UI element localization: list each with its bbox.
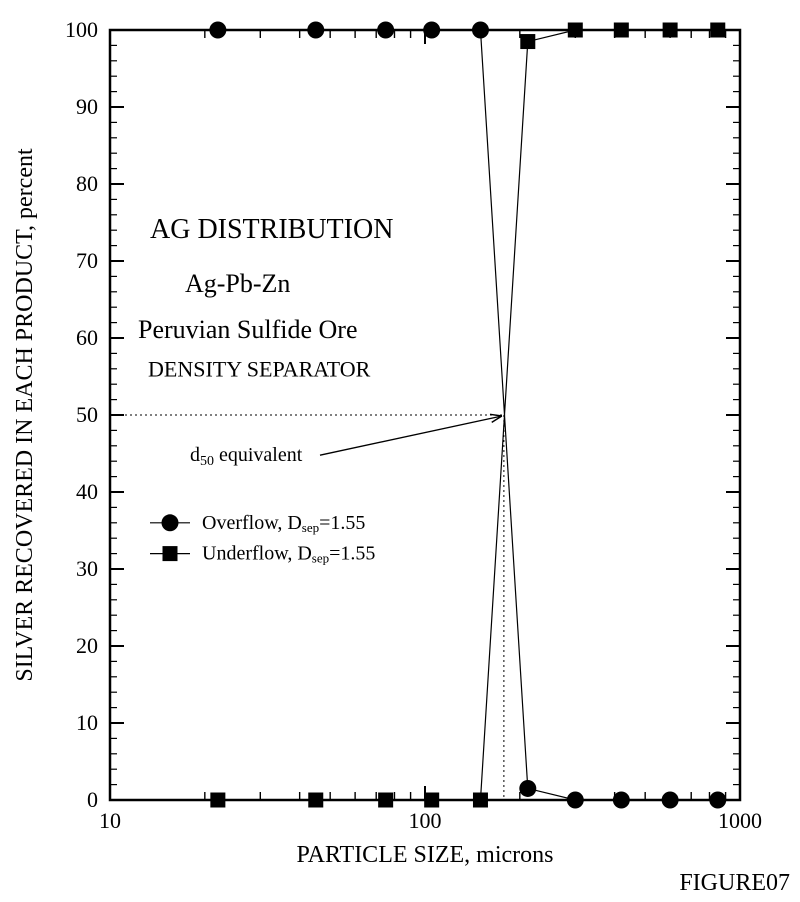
y-tick-label: 100 — [65, 17, 98, 42]
marker-square — [308, 793, 323, 808]
y-tick-label: 30 — [76, 556, 98, 581]
marker-square — [663, 23, 678, 38]
figure-label: FIGURE07 — [679, 870, 790, 896]
chart-title-line3: Peruvian Sulfide Ore — [138, 315, 358, 344]
chart-svg: 1010010000102030405060708090100PARTICLE … — [0, 0, 800, 902]
y-tick-label: 20 — [76, 633, 98, 658]
x-tick-label: 100 — [409, 808, 442, 833]
y-tick-label: 90 — [76, 94, 98, 119]
marker-square — [614, 23, 629, 38]
y-tick-label: 0 — [87, 787, 98, 812]
y-axis-title: SILVER RECOVERED IN EACH PRODUCT, percen… — [12, 148, 38, 682]
chart-container: 1010010000102030405060708090100PARTICLE … — [0, 0, 800, 902]
legend-marker-square — [163, 546, 178, 561]
marker-circle — [709, 792, 726, 809]
x-axis-title: PARTICLE SIZE, microns — [296, 842, 553, 868]
chart-title-line4: DENSITY SEPARATOR — [148, 357, 371, 382]
marker-square — [710, 23, 725, 38]
x-tick-label: 1000 — [718, 808, 762, 833]
x-tick-label: 10 — [99, 808, 121, 833]
marker-square — [520, 34, 535, 49]
marker-circle — [423, 22, 440, 39]
marker-circle — [613, 792, 630, 809]
y-tick-label: 60 — [76, 325, 98, 350]
y-tick-label: 10 — [76, 710, 98, 735]
legend-label-underflow: Underflow, Dsep=1.55 — [202, 543, 375, 566]
chart-background — [0, 0, 800, 902]
marker-circle — [662, 792, 679, 809]
marker-circle — [567, 792, 584, 809]
marker-circle — [377, 22, 394, 39]
marker-circle — [209, 22, 226, 39]
y-tick-label: 80 — [76, 171, 98, 196]
marker-circle — [472, 22, 489, 39]
marker-square — [210, 793, 225, 808]
chart-title-line1: AG DISTRIBUTION — [150, 214, 393, 245]
marker-square — [568, 23, 583, 38]
y-tick-label: 40 — [76, 479, 98, 504]
marker-square — [473, 793, 488, 808]
marker-circle — [519, 780, 536, 797]
legend-marker-circle — [162, 514, 179, 531]
legend-label-overflow: Overflow, Dsep=1.55 — [202, 512, 365, 535]
y-tick-label: 50 — [76, 402, 98, 427]
marker-circle — [307, 22, 324, 39]
marker-square — [424, 793, 439, 808]
marker-square — [378, 793, 393, 808]
y-tick-label: 70 — [76, 248, 98, 273]
chart-title-line2: Ag-Pb-Zn — [185, 269, 290, 298]
